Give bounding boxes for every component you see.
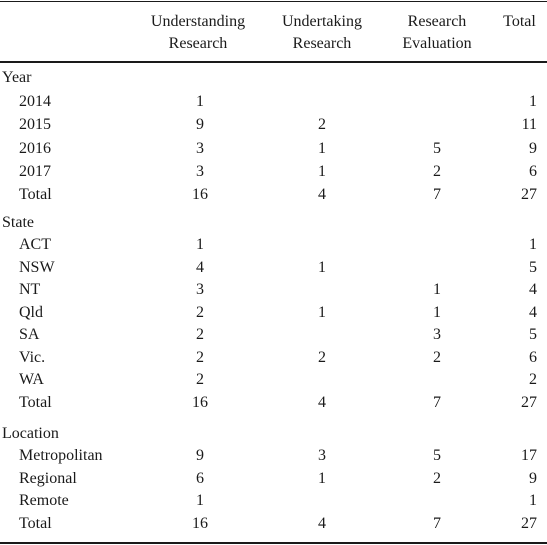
- table-cell: 1: [196, 236, 204, 253]
- table-cell: 4: [318, 515, 326, 532]
- table-cell: 1: [529, 492, 537, 509]
- table-cell: 2: [196, 371, 204, 388]
- row-label: 2014: [19, 93, 51, 110]
- table-cell: 17: [521, 447, 537, 464]
- table-cell: 2: [196, 304, 204, 321]
- header-text: Evaluation: [402, 35, 472, 52]
- table-cell: 16: [192, 186, 208, 203]
- table-cell: 2: [196, 349, 204, 366]
- table-cell: 1: [529, 236, 537, 253]
- table-cell: 2: [318, 116, 326, 133]
- row-label: 2016: [19, 140, 51, 157]
- header-total: Total: [492, 11, 547, 33]
- section-label-state: State: [2, 214, 34, 231]
- table-cell: 1: [318, 470, 326, 487]
- table-cell: 5: [529, 326, 537, 343]
- table-cell: 2: [196, 326, 204, 343]
- table-cell: 4: [318, 186, 326, 203]
- header-undertaking-research: Undertaking Research: [262, 11, 382, 55]
- header-text: Total: [503, 13, 536, 30]
- table-cell: 1: [433, 281, 441, 298]
- table-cell: 3: [196, 281, 204, 298]
- table-cell: 4: [529, 304, 537, 321]
- table-cell: 3: [433, 326, 441, 343]
- bottom-rule: [0, 542, 547, 544]
- row-label: Total: [19, 394, 52, 411]
- header-text: Research: [407, 13, 467, 30]
- table-cell: 16: [192, 394, 208, 411]
- header-text: Research: [168, 35, 228, 52]
- table-cell: 3: [196, 163, 204, 180]
- row-label: 2015: [19, 116, 51, 133]
- row-label: 2017: [19, 163, 51, 180]
- top-rule: [0, 1, 547, 2]
- table-cell: 9: [196, 447, 204, 464]
- table-cell: 3: [196, 140, 204, 157]
- table-cell: 4: [318, 394, 326, 411]
- header-rule: [0, 61, 547, 63]
- table-cell: 1: [318, 259, 326, 276]
- table-cell: 2: [318, 349, 326, 366]
- table-cell: 4: [529, 281, 537, 298]
- table-cell: 5: [529, 259, 537, 276]
- row-label: ACT: [19, 236, 51, 253]
- table-cell: 9: [196, 116, 204, 133]
- header-understanding-research: Understanding Research: [133, 11, 263, 55]
- table-cell: 27: [521, 186, 537, 203]
- table-cell: 11: [521, 116, 537, 133]
- table-cell: 5: [433, 447, 441, 464]
- table-cell: 7: [433, 394, 441, 411]
- row-label: Metropolitan: [19, 447, 103, 464]
- table-cell: 1: [196, 93, 204, 110]
- table-cell: 7: [433, 186, 441, 203]
- table-cell: 6: [529, 163, 537, 180]
- table-cell: 1: [196, 492, 204, 509]
- table-cell: 9: [529, 140, 537, 157]
- section-label-location: Location: [2, 425, 59, 442]
- table-cell: 16: [192, 515, 208, 532]
- header-text: Research: [292, 35, 352, 52]
- row-label: Total: [19, 515, 52, 532]
- row-label: Remote: [19, 492, 69, 509]
- table-cell: 6: [529, 349, 537, 366]
- table-cell: 1: [318, 140, 326, 157]
- table-cell: 27: [521, 394, 537, 411]
- table-cell: 2: [529, 371, 537, 388]
- table-cell: 6: [196, 470, 204, 487]
- row-label: NT: [19, 281, 41, 298]
- header-text: Understanding: [150, 13, 246, 30]
- row-label: WA: [19, 371, 44, 388]
- row-label: Regional: [19, 470, 77, 487]
- table-cell: 1: [433, 304, 441, 321]
- row-label: SA: [19, 326, 40, 343]
- table-cell: 7: [433, 515, 441, 532]
- header-text: Undertaking: [282, 13, 362, 30]
- table-cell: 27: [521, 515, 537, 532]
- table-cell: 1: [529, 93, 537, 110]
- section-label-year: Year: [2, 69, 32, 86]
- row-label: NSW: [19, 259, 55, 276]
- table-cell: 2: [433, 470, 441, 487]
- table-cell: 2: [433, 163, 441, 180]
- table-cell: 4: [196, 259, 204, 276]
- table-cell: 5: [433, 140, 441, 157]
- row-label: Total: [19, 186, 52, 203]
- table-cell: 1: [318, 163, 326, 180]
- row-label: Vic.: [19, 349, 46, 366]
- table-cell: 2: [433, 349, 441, 366]
- table-cell: 9: [529, 470, 537, 487]
- table-cell: 3: [318, 447, 326, 464]
- header-research-evaluation: Research Evaluation: [392, 11, 482, 55]
- table-cell: 1: [318, 304, 326, 321]
- row-label: Qld: [19, 304, 43, 321]
